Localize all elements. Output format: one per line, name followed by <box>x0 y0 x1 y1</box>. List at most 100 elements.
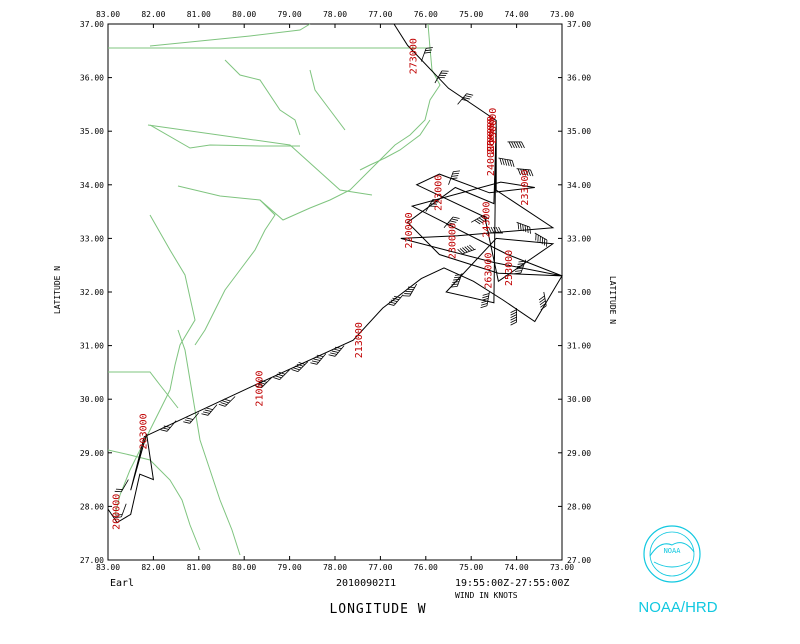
time-label: 270000 <box>486 119 497 155</box>
time-label: 213000 <box>354 322 365 358</box>
wind-barb <box>402 283 418 297</box>
lon-tick-label-bottom: 75.00 <box>459 563 483 572</box>
ylabel-left: LATITUDE N <box>53 266 62 314</box>
lat-tick-label-left: 33.00 <box>80 234 104 243</box>
flight-track <box>107 23 563 524</box>
lon-tick-label-top: 74.00 <box>505 10 529 19</box>
units-note: WIND IN KNOTS <box>455 591 518 600</box>
lat-tick-label-left: 35.00 <box>80 127 104 136</box>
lat-tick-label-left: 28.00 <box>80 502 104 511</box>
wind-barb <box>510 308 517 326</box>
wind-barb <box>425 199 440 212</box>
lat-tick-label-right: 30.00 <box>567 395 591 404</box>
lon-tick-label-bottom: 73.00 <box>550 563 574 572</box>
lon-tick-label-top: 79.00 <box>278 10 302 19</box>
lon-tick-label-bottom: 77.00 <box>368 563 392 572</box>
lat-tick-label-right: 37.00 <box>567 20 591 29</box>
lat-tick-label-left: 30.00 <box>80 395 104 404</box>
lat-tick-label-left: 37.00 <box>80 20 104 29</box>
wind-barb <box>471 214 490 225</box>
lat-tick-label-left: 36.00 <box>80 74 104 83</box>
time-label: 233000 <box>520 169 531 205</box>
lat-tick-label-right: 29.00 <box>567 449 591 458</box>
lat-tick-label-left: 32.00 <box>80 288 104 297</box>
time-label: 220000 <box>404 212 415 248</box>
wind-barbs <box>114 47 548 519</box>
wind-barb <box>255 377 272 389</box>
lat-tick-label-left: 29.00 <box>80 449 104 458</box>
wind-barb <box>457 244 476 255</box>
lon-tick-label-bottom: 76.00 <box>414 563 438 572</box>
wind-barb <box>534 232 548 247</box>
wind-barb <box>485 226 503 234</box>
storm-name: Earl <box>110 578 134 589</box>
xlabel: LONGITUDE W <box>329 602 426 617</box>
wind-barb <box>514 259 527 275</box>
wind-barb <box>114 503 127 519</box>
noaa-logo-inner: NOAA <box>664 547 682 555</box>
wind-barb <box>328 345 345 357</box>
wind-barb <box>160 420 177 432</box>
time-label: 273000 <box>409 38 420 74</box>
time-label: 253000 <box>504 250 515 286</box>
time-labels: 200000 203000 210000 213000 220000 223000 2300… <box>111 38 531 530</box>
lon-tick-label-top: 78.00 <box>323 10 347 19</box>
lon-tick-label-bottom: 81.00 <box>187 563 211 572</box>
lon-tick-label-bottom: 74.00 <box>505 563 529 572</box>
wind-barb <box>420 47 433 62</box>
time-label: 223000 <box>434 175 445 211</box>
lon-tick-label-bottom: 78.00 <box>323 563 347 572</box>
lon-tick-label-top: 73.00 <box>550 10 574 19</box>
lon-tick-label-bottom: 83.00 <box>96 563 120 572</box>
wind-barb <box>273 369 290 380</box>
wind-barb <box>538 291 547 311</box>
time-label: 203000 <box>139 413 150 449</box>
lon-tick-label-bottom: 80.00 <box>232 563 256 572</box>
lat-tick-label-right: 35.00 <box>567 127 591 136</box>
wind-barb <box>450 273 463 288</box>
lat-tick-label-left: 31.00 <box>80 342 104 351</box>
latitude-ticks: 27.00 27.00 28.00 28.00 29.00 29.00 30.00 30.00… <box>80 20 591 565</box>
lon-tick-label-top: 75.00 <box>459 10 483 19</box>
lat-tick-label-right: 36.00 <box>567 74 591 83</box>
wind-barb <box>498 157 515 167</box>
lat-tick-label-right: 34.00 <box>567 181 591 190</box>
lat-tick-label-right: 33.00 <box>567 234 591 243</box>
lon-tick-label-top: 83.00 <box>96 10 120 19</box>
time-label: 260000 <box>486 116 497 152</box>
wind-barb <box>516 221 531 234</box>
ylabel-right: LATITUDE N <box>608 276 617 324</box>
wind-barb <box>218 396 236 407</box>
time-label: 230000 <box>447 223 458 259</box>
wind-barb <box>516 168 534 177</box>
time-label: 243000 <box>481 202 492 238</box>
wind-barb <box>291 361 309 372</box>
wind-barb <box>443 216 460 228</box>
time-label: 210000 <box>254 370 265 406</box>
lat-tick-label-right: 27.00 <box>567 556 591 565</box>
lat-tick-label-right: 31.00 <box>567 342 591 351</box>
noaa-logo: NOAA <box>643 525 701 583</box>
lat-tick-label-left: 27.00 <box>80 556 104 565</box>
time-label: 263000 <box>484 253 495 289</box>
wind-barb <box>507 141 525 149</box>
lon-tick-label-top: 80.00 <box>232 10 256 19</box>
lon-tick-label-top: 81.00 <box>187 10 211 19</box>
longitude-ticks: 83.00 83.00 82.00 82.00 81.00 81.00 80.00 80.00… <box>96 10 574 572</box>
wind-barb <box>457 93 474 105</box>
lon-tick-label-bottom: 79.00 <box>278 563 302 572</box>
logo-text: NOAA/HRD <box>638 599 717 616</box>
wind-barb <box>183 412 200 424</box>
wind-barb <box>480 291 490 309</box>
wind-barb <box>434 70 449 84</box>
lat-tick-label-right: 32.00 <box>567 288 591 297</box>
time-label: 250000 <box>488 108 499 144</box>
lat-tick-label-left: 34.00 <box>80 181 104 190</box>
wind-barb <box>114 479 129 493</box>
flight-id: 20100902I1 <box>336 578 396 589</box>
lon-tick-label-top: 82.00 <box>141 10 165 19</box>
lon-tick-label-bottom: 82.00 <box>141 563 165 572</box>
wind-barb <box>387 294 404 306</box>
